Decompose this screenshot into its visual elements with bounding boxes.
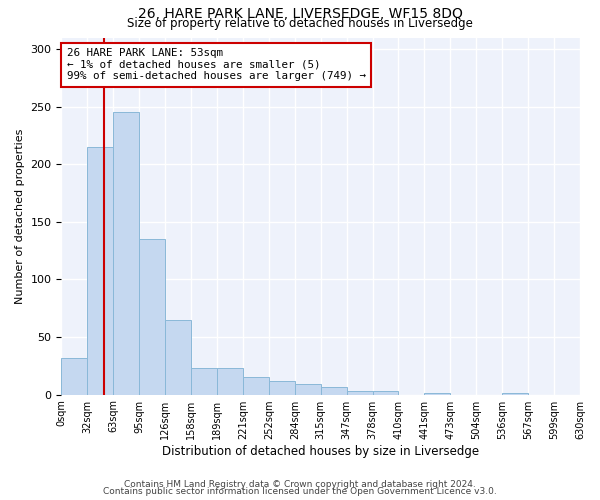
Bar [295,384,321,394]
Text: 26, HARE PARK LANE, LIVERSEDGE, WF15 8DQ: 26, HARE PARK LANE, LIVERSEDGE, WF15 8DQ [137,8,463,22]
Y-axis label: Number of detached properties: Number of detached properties [15,128,25,304]
Bar [373,391,398,394]
Bar [321,386,347,394]
Bar [217,368,243,394]
Bar [61,358,88,395]
X-axis label: Distribution of detached houses by size in Liversedge: Distribution of detached houses by size … [162,444,479,458]
Bar [139,239,165,394]
Bar [347,391,373,394]
Text: 26 HARE PARK LANE: 53sqm
← 1% of detached houses are smaller (5)
99% of semi-det: 26 HARE PARK LANE: 53sqm ← 1% of detache… [67,48,365,82]
Bar [113,112,139,394]
Text: Contains HM Land Registry data © Crown copyright and database right 2024.: Contains HM Land Registry data © Crown c… [124,480,476,489]
Bar [165,320,191,394]
Bar [191,368,217,394]
Bar [88,147,113,394]
Text: Size of property relative to detached houses in Liversedge: Size of property relative to detached ho… [127,18,473,30]
Bar [269,381,295,394]
Bar [243,378,269,394]
Text: Contains public sector information licensed under the Open Government Licence v3: Contains public sector information licen… [103,487,497,496]
